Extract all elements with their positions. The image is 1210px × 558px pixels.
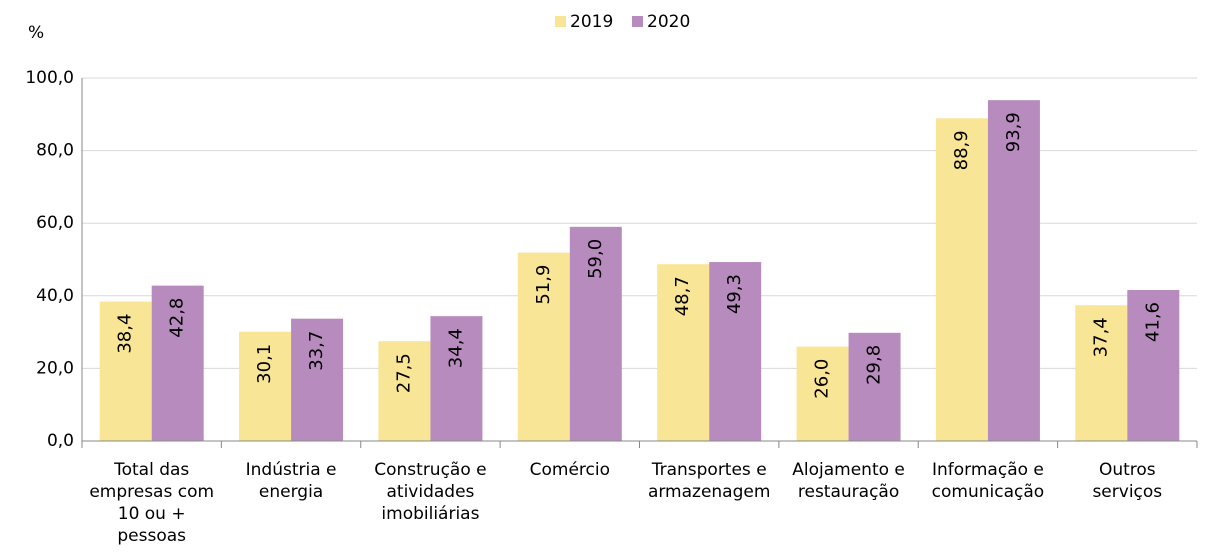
x-tick-label: Indústria e energia xyxy=(246,460,337,502)
value-label: 26,0 xyxy=(812,359,833,399)
y-tick-label: 20,0 xyxy=(36,358,74,378)
bar xyxy=(987,100,1040,441)
value-label: 29,8 xyxy=(864,345,885,385)
bar xyxy=(709,262,762,441)
value-label: 42,8 xyxy=(167,298,188,338)
bar xyxy=(378,341,431,441)
bar xyxy=(99,301,152,441)
legend-label: 2020 xyxy=(647,12,690,32)
y-tick-label: 80,0 xyxy=(36,141,74,161)
y-axis-label: % xyxy=(28,23,44,43)
value-label: 41,6 xyxy=(1142,302,1163,342)
x-tick-label: Transportes e armazenagem xyxy=(648,460,770,502)
bar xyxy=(848,332,901,441)
legend-swatch xyxy=(555,16,566,27)
bar xyxy=(935,118,988,441)
x-tick-label: Alojamento e restauração xyxy=(792,460,905,502)
y-tick-label: 0,0 xyxy=(47,431,74,451)
value-label: 48,7 xyxy=(672,276,693,316)
bar xyxy=(151,285,204,441)
bar xyxy=(430,316,483,441)
value-label: 49,3 xyxy=(724,274,745,314)
bar xyxy=(1127,289,1180,441)
legend-label: 2019 xyxy=(570,12,613,32)
legend-swatch xyxy=(632,16,643,27)
x-tick-label: Comércio xyxy=(530,460,610,480)
y-tick-label: 40,0 xyxy=(36,286,74,306)
value-label: 59,0 xyxy=(585,239,606,279)
value-label: 34,4 xyxy=(445,328,466,368)
y-tick-label: 60,0 xyxy=(36,213,74,233)
x-tick-label: Total das empresas com 10 ou + pessoas xyxy=(89,460,214,546)
bar xyxy=(569,226,622,441)
bar xyxy=(1075,305,1128,441)
bar xyxy=(291,318,344,441)
x-tick-label: Outros serviços xyxy=(1092,460,1162,502)
x-tick-label: Informação e comunicação xyxy=(932,460,1045,502)
value-label: 88,9 xyxy=(951,130,972,170)
bar xyxy=(239,331,292,441)
value-label: 38,4 xyxy=(115,314,136,354)
y-tick-label: 100,0 xyxy=(25,68,74,88)
value-label: 93,9 xyxy=(1003,112,1024,152)
bar xyxy=(657,264,710,441)
value-label: 33,7 xyxy=(306,331,327,371)
value-label: 27,5 xyxy=(393,353,414,393)
value-label: 37,4 xyxy=(1090,317,1111,357)
x-tick-label: Construção e atividades imobiliárias xyxy=(374,460,486,524)
value-label: 30,1 xyxy=(254,344,275,384)
bar xyxy=(796,346,849,441)
bar xyxy=(517,252,570,441)
value-label: 51,9 xyxy=(533,265,554,305)
